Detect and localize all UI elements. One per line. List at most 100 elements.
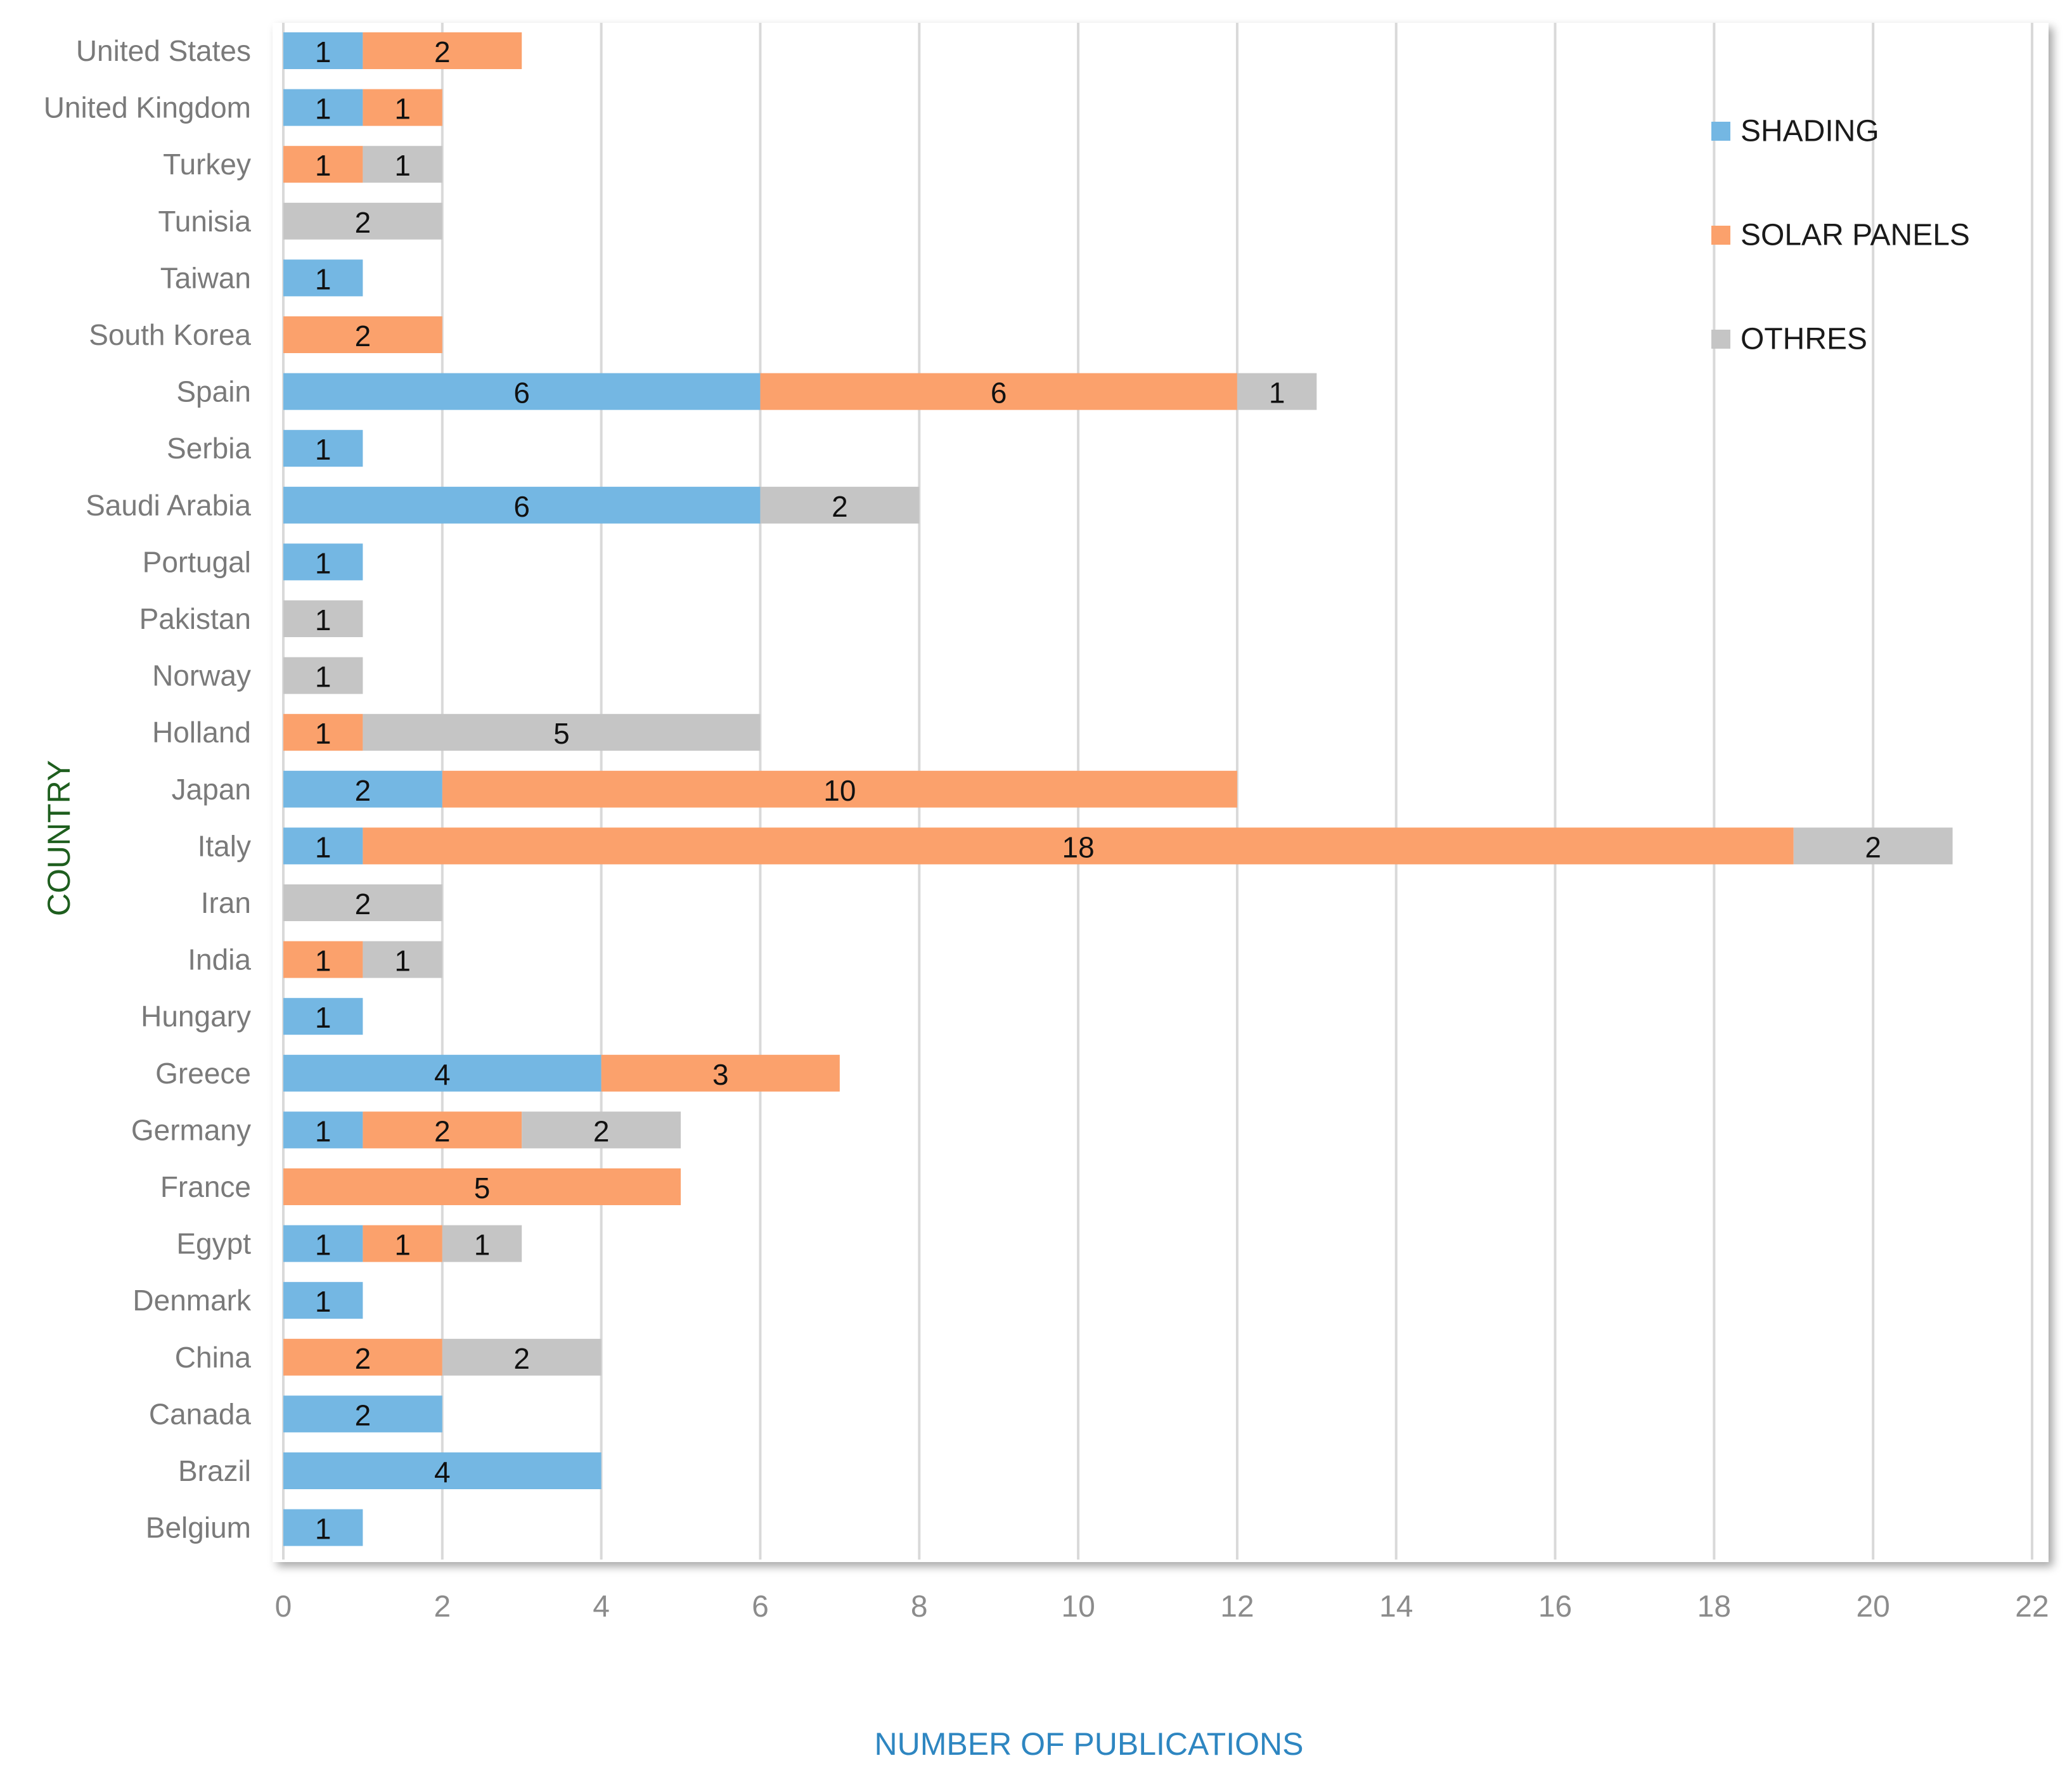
bar-label-south-korea-series-1: 2 [355, 320, 371, 352]
bar-label-holland-series-1: 1 [315, 717, 331, 750]
bar-label-united-states-series-0: 1 [315, 36, 331, 68]
bar-label-italy-series-0: 1 [315, 830, 331, 863]
bar-label-tunisia-series-2: 2 [355, 206, 371, 239]
bar-label-turkey-series-2: 1 [394, 149, 411, 182]
legend-swatch-1 [1711, 226, 1730, 245]
legend-swatch-2 [1711, 330, 1730, 349]
bar-label-germany-series-1: 2 [434, 1115, 451, 1147]
bar-label-spain-series-0: 6 [513, 377, 530, 410]
bar-italy-series-0 [283, 827, 363, 865]
bar-label-germany-series-0: 1 [315, 1115, 331, 1147]
bar-india-series-2 [363, 941, 442, 978]
x-tick-label-2: 2 [434, 1590, 451, 1624]
y-axis-tick-labels: United States United Kingdom Turkey Tunisia… [44, 34, 252, 1544]
bar-label-turkey-series-1: 1 [315, 149, 331, 182]
y-tick-label-brazil: Brazil [178, 1454, 251, 1487]
bar-united-kingdom-series-1 [363, 89, 442, 126]
x-axis-title: NUMBER OF PUBLICATIONS [875, 1726, 1304, 1762]
bar-norway-series-2 [283, 657, 363, 694]
y-axis-title: COUNTRY [41, 760, 77, 916]
y-tick-label-south-korea: South Korea [89, 318, 251, 351]
y-tick-label-pakistan: Pakistan [139, 602, 251, 635]
legend-label-1: SOLAR PANELS [1741, 219, 1970, 252]
bar-label-india-series-1: 1 [315, 945, 331, 978]
bar-label-united-states-series-1: 2 [434, 36, 451, 68]
y-tick-label-japan: Japan [172, 773, 251, 806]
bar-canada-series-0 [283, 1395, 442, 1433]
bar-egypt-series-0 [283, 1225, 363, 1262]
bar-holland-series-2 [363, 714, 761, 751]
x-tick-label-4: 4 [593, 1590, 610, 1624]
bar-label-norway-series-2: 1 [315, 661, 331, 694]
x-tick-label-16: 16 [1538, 1590, 1572, 1624]
bar-label-denmark-series-0: 1 [315, 1285, 331, 1318]
bar-label-pakistan-series-2: 1 [315, 604, 331, 636]
bar-india-series-1 [283, 941, 363, 978]
bar-brazil-series-0 [283, 1452, 602, 1489]
bar-egypt-series-2 [442, 1225, 522, 1262]
bar-label-saudi-arabia-series-2: 2 [832, 490, 848, 523]
bar-label-belgium-series-0: 1 [315, 1513, 331, 1546]
bar-label-egypt-series-0: 1 [315, 1229, 331, 1262]
bar-germany-series-1 [363, 1111, 522, 1149]
y-tick-label-canada: Canada [149, 1397, 252, 1430]
bar-china-series-2 [442, 1338, 602, 1376]
y-tick-label-hungary: Hungary [141, 1000, 251, 1033]
bar-label-china-series-1: 2 [355, 1342, 371, 1375]
y-tick-label-iran: Iran [201, 886, 251, 919]
bar-holland-series-1 [283, 714, 363, 751]
bar-label-egypt-series-1: 1 [394, 1229, 411, 1262]
x-tick-label-12: 12 [1220, 1590, 1254, 1624]
bar-taiwan-series-0 [283, 259, 363, 297]
bar-germany-series-0 [283, 1111, 363, 1149]
y-tick-label-india: India [188, 943, 251, 976]
y-tick-label-norway: Norway [152, 659, 251, 692]
bar-belgium-series-0 [283, 1509, 363, 1546]
y-tick-label-serbia: Serbia [167, 432, 251, 465]
bar-label-united-kingdom-series-0: 1 [315, 93, 331, 126]
bar-greece-series-0 [283, 1054, 602, 1092]
bar-south-korea-series-1 [283, 316, 442, 353]
bar-germany-series-2 [522, 1111, 681, 1149]
bar-saudi-arabia-series-2 [760, 486, 920, 524]
bar-greece-series-1 [601, 1054, 840, 1092]
bar-portugal-series-0 [283, 543, 363, 581]
bar-serbia-series-0 [283, 430, 363, 467]
bar-egypt-series-1 [363, 1225, 442, 1262]
bar-spain-series-0 [283, 373, 761, 410]
bar-iran-series-2 [283, 884, 442, 921]
bar-label-japan-series-0: 2 [355, 774, 371, 807]
bar-tunisia-series-2 [283, 202, 442, 240]
bar-label-portugal-series-0: 1 [315, 546, 331, 579]
y-tick-label-greece: Greece [155, 1057, 251, 1090]
bar-spain-series-2 [1237, 373, 1317, 410]
y-tick-label-portugal: Portugal [143, 545, 251, 578]
bar-hungary-series-0 [283, 998, 363, 1035]
bar-turkey-series-1 [283, 146, 363, 183]
y-tick-label-spain: Spain [176, 375, 251, 408]
bar-france-series-1 [283, 1168, 681, 1205]
x-tick-label-14: 14 [1379, 1590, 1413, 1624]
y-tick-label-united-states: United States [76, 34, 251, 67]
x-tick-label-20: 20 [1856, 1590, 1889, 1624]
bar-united-kingdom-series-0 [283, 89, 363, 126]
bar-italy-series-1 [363, 827, 1794, 865]
legend-label-0: SHADING [1741, 115, 1879, 148]
bar-saudi-arabia-series-0 [283, 486, 761, 524]
y-tick-label-italy: Italy [198, 829, 251, 862]
bar-label-germany-series-2: 2 [593, 1115, 610, 1147]
legend-swatch-0 [1711, 122, 1730, 141]
y-tick-label-holland: Holland [152, 716, 251, 749]
x-tick-label-0: 0 [275, 1590, 292, 1624]
bar-label-hungary-series-0: 1 [315, 1001, 331, 1034]
legend: SHADING SOLAR PANELS OTHRES [1711, 115, 1970, 356]
bar-label-serbia-series-0: 1 [315, 433, 331, 466]
bar-denmark-series-0 [283, 1282, 363, 1319]
y-tick-label-saudi-arabia: Saudi Arabia [86, 489, 251, 522]
bar-japan-series-0 [283, 770, 442, 808]
bar-label-holland-series-2: 5 [553, 717, 570, 750]
bar-label-italy-series-1: 18 [1062, 830, 1095, 863]
bar-label-saudi-arabia-series-0: 6 [513, 490, 530, 523]
